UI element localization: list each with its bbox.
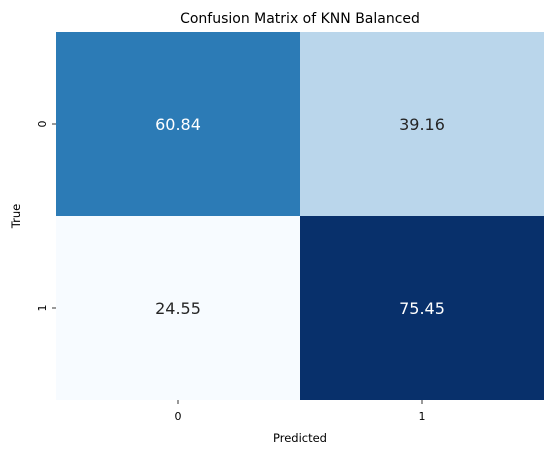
y-axis-label: True — [9, 204, 23, 229]
cell-value-label-0-1: 39.16 — [399, 115, 445, 134]
chart-title: Confusion Matrix of KNN Balanced — [180, 11, 420, 27]
cell-value-label-1-0: 24.55 — [155, 299, 201, 318]
x-tick-label-0: 0 — [175, 410, 182, 423]
x-tick-label-1: 1 — [419, 410, 426, 423]
y-tick-label-1: 1 — [36, 305, 49, 312]
cell-value-label-1-1: 75.45 — [399, 299, 445, 318]
heatmap-cell-1-0 — [56, 216, 300, 400]
heatmap-cell-0-1 — [300, 32, 544, 216]
cell-value-label-0-0: 60.84 — [155, 115, 201, 134]
heatmap-cell-0-0 — [56, 32, 300, 216]
axis-ticks: 0 1 0 1 — [36, 121, 426, 424]
heatmap-cell-1-1 — [300, 216, 544, 400]
heatmap-cells: 60.84 39.16 24.55 75.45 — [56, 32, 544, 400]
x-axis-label: Predicted — [273, 431, 327, 445]
y-tick-label-0: 0 — [36, 121, 49, 128]
